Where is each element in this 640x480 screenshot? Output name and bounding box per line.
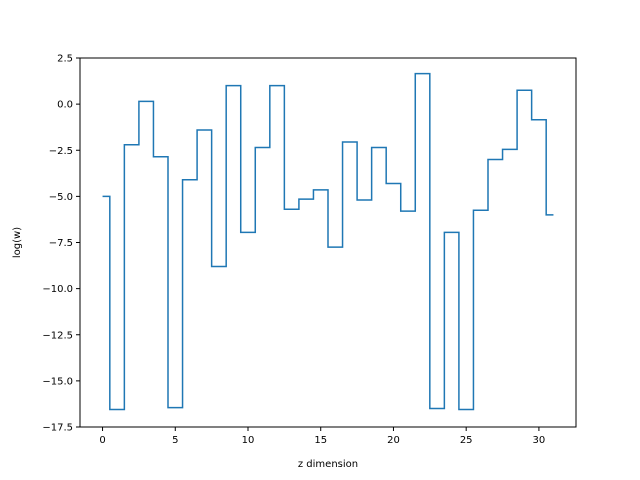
- x-tick-label: 10: [242, 435, 255, 446]
- y-tick-label: 0.0: [57, 100, 73, 111]
- x-axis-label: z dimension: [298, 459, 358, 470]
- x-tick-label: 5: [172, 435, 178, 446]
- y-ticks: 2.5 0.0 −2.5 −5.0 −7.5 −10.0 −12.5 −15.0 −17.5: [42, 54, 80, 434]
- x-tick-label: 0: [99, 435, 105, 446]
- y-tick-label: −15.0: [42, 376, 73, 387]
- series-layer: [102, 72, 554, 411]
- x-tick-label: 25: [460, 435, 473, 446]
- x-tick-label: 20: [387, 435, 400, 446]
- y-axis-label: log(w): [12, 227, 23, 258]
- y-tick-label: 2.5: [57, 54, 73, 65]
- x-ticks: 0 5 10 15 20 25 30: [99, 427, 545, 446]
- y-tick-label: −17.5: [42, 423, 73, 434]
- y-tick-label: −12.5: [42, 330, 73, 341]
- plot-frame: [79, 57, 577, 428]
- series-step-line: [102, 72, 554, 411]
- y-tick-label: −10.0: [42, 284, 73, 295]
- y-tick-label: −5.0: [49, 192, 73, 203]
- x-tick-label: 15: [314, 435, 327, 446]
- x-tick-label: 30: [533, 435, 546, 446]
- y-tick-label: −7.5: [49, 238, 73, 249]
- y-tick-label: −2.5: [49, 146, 73, 157]
